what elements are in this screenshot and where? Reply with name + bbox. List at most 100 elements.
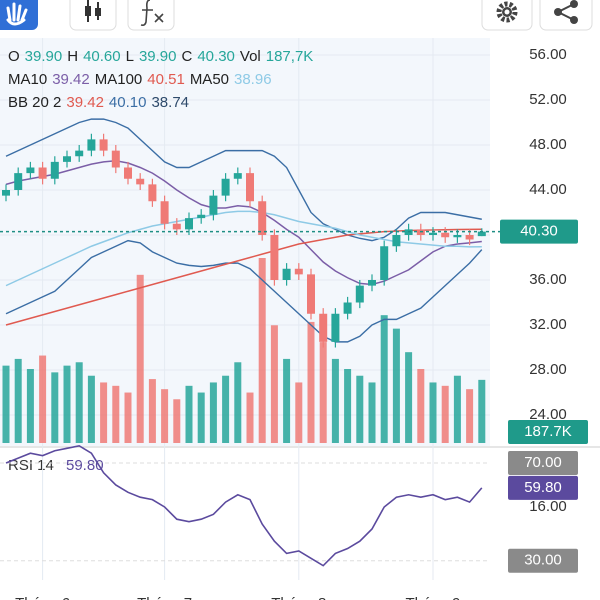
candle-body xyxy=(26,167,35,174)
candle-body xyxy=(63,156,71,162)
candle-body xyxy=(307,274,315,314)
candle-icon-body xyxy=(95,8,101,16)
volume-bar xyxy=(283,358,291,443)
y-tick-label: 24.00 xyxy=(529,406,567,423)
candle-body xyxy=(221,178,230,196)
volume-bar xyxy=(14,358,22,443)
volume-bar xyxy=(392,328,400,443)
volume-bar xyxy=(331,358,339,443)
volume-bar xyxy=(295,382,303,443)
candle-button[interactable] xyxy=(69,0,117,31)
volume-bar xyxy=(161,389,169,443)
volume-bar xyxy=(368,382,376,443)
volume-bar xyxy=(319,342,327,443)
candle-body xyxy=(441,232,450,238)
y-tick-label: 32.00 xyxy=(529,316,567,333)
fx-icon xyxy=(140,0,164,26)
y-tick-label: 28.00 xyxy=(529,361,567,378)
volume-bar xyxy=(209,382,217,443)
candle-body xyxy=(38,167,47,179)
legend-key: BB 20 2 xyxy=(8,94,62,111)
volume-bar xyxy=(87,375,95,443)
x-tick-label: Tháng 8 xyxy=(271,595,326,600)
legend-value: 38.96 xyxy=(234,71,272,88)
bollinger-band xyxy=(5,118,482,242)
volume-bar xyxy=(124,392,132,443)
volume-label: 187.7K xyxy=(524,423,572,440)
candle-body xyxy=(270,235,279,280)
legend-key: MA50 xyxy=(189,71,229,88)
candle-body xyxy=(148,184,157,202)
candle-body xyxy=(453,235,462,238)
candle-body xyxy=(319,313,328,342)
volume-bar xyxy=(453,375,461,443)
legend-value: 39.90 xyxy=(24,48,63,65)
y-tick-label: 52.00 xyxy=(529,91,567,108)
hand-icon xyxy=(6,2,28,26)
volume-bar xyxy=(136,274,144,443)
legend-value: 40.51 xyxy=(147,71,185,88)
volume-bar xyxy=(307,321,315,443)
volume-bar xyxy=(380,315,388,443)
legend-value: 40.60 xyxy=(83,48,121,65)
volume-bar xyxy=(100,382,108,443)
gear-icon xyxy=(496,1,518,23)
bollinger-band xyxy=(5,239,483,343)
candle-body xyxy=(172,223,181,230)
ma-line xyxy=(5,159,482,286)
legend-key: L xyxy=(125,48,134,65)
candle-body xyxy=(185,218,193,230)
volume-bar xyxy=(63,365,71,443)
x-tick-label: Tháng 7 xyxy=(137,595,192,600)
gear-icon xyxy=(504,9,510,15)
legend-value: 187,7K xyxy=(265,48,314,65)
candle-body xyxy=(111,150,120,168)
rsi-badge xyxy=(508,475,578,500)
indicator-button[interactable] xyxy=(127,0,175,31)
volume-bar xyxy=(222,375,230,443)
rsi-level-badge xyxy=(508,548,578,573)
rsi-last-value: 59.80 xyxy=(66,457,104,474)
legend-row: MA10 39.42 MA100 40.51 MA50 38.96 xyxy=(8,71,277,88)
legend-row: O 39.90 H 40.60 L 39.90 C 40.30 Vol 187,7K xyxy=(8,48,318,65)
ma-line xyxy=(5,210,482,287)
y-tick-label: 56.00 xyxy=(529,46,567,63)
rsi-line xyxy=(5,445,483,567)
candle-body xyxy=(75,150,84,157)
candle-body xyxy=(246,173,254,202)
candle-body xyxy=(331,313,340,342)
candle-body xyxy=(160,201,169,224)
candle-body xyxy=(465,235,474,240)
legend-key: O xyxy=(8,48,20,65)
candle-body xyxy=(294,268,303,275)
legend-key: C xyxy=(181,48,193,65)
volume-bar xyxy=(344,369,352,443)
volume-bar xyxy=(148,379,156,443)
volume-bar xyxy=(466,389,474,443)
volume-axis-label: 16.00 xyxy=(529,498,567,515)
volume-bar xyxy=(356,375,364,443)
volume-bar xyxy=(234,362,242,443)
last-price-label: 40.30 xyxy=(520,223,558,240)
volume-bar xyxy=(197,392,205,443)
legend-key: Vol xyxy=(239,48,261,65)
x-tick-label: Tháng 9 xyxy=(405,595,460,600)
legend-key: MA10 xyxy=(8,71,48,88)
share-icon xyxy=(570,16,578,24)
volume-bar xyxy=(112,385,120,443)
legend-value: 38.74 xyxy=(151,94,190,111)
volume-bar xyxy=(26,369,34,443)
volume-bar xyxy=(270,325,278,443)
candle-body xyxy=(233,173,242,179)
rsi-level-label: 70.00 xyxy=(524,454,562,471)
share-icon xyxy=(570,0,578,8)
candle-body xyxy=(477,231,486,237)
candle-body xyxy=(87,139,96,151)
candle-body xyxy=(343,302,352,314)
volume-bar xyxy=(2,365,10,443)
candle-body xyxy=(429,232,437,235)
volume-bar xyxy=(51,372,59,443)
rsi-level-label: 30.00 xyxy=(524,552,562,569)
